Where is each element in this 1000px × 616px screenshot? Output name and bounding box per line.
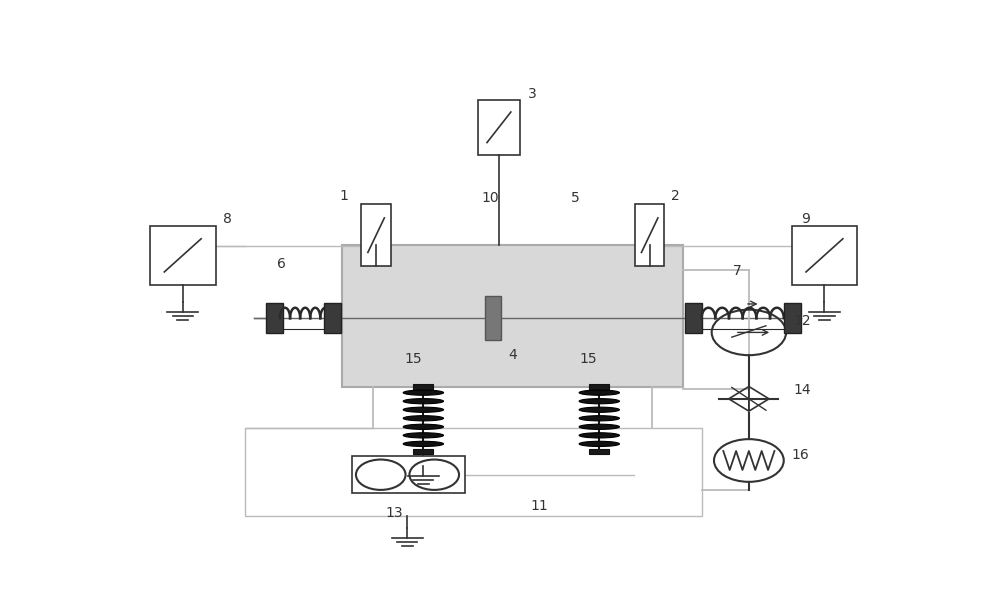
Ellipse shape: [403, 416, 444, 421]
Bar: [784, 303, 801, 333]
Text: 8: 8: [223, 213, 232, 226]
Text: 16: 16: [792, 448, 809, 462]
Bar: [245, 428, 702, 516]
Ellipse shape: [403, 407, 444, 412]
Bar: [342, 245, 683, 387]
Bar: [589, 384, 609, 391]
Text: 3: 3: [528, 87, 537, 100]
Text: 9: 9: [802, 213, 810, 226]
Text: 7: 7: [733, 264, 742, 278]
Bar: [589, 448, 609, 455]
Bar: [324, 303, 341, 333]
Ellipse shape: [579, 433, 619, 438]
Text: 6: 6: [277, 257, 286, 272]
Bar: [361, 205, 391, 266]
Ellipse shape: [579, 407, 619, 412]
Ellipse shape: [403, 399, 444, 404]
Bar: [792, 225, 857, 285]
Ellipse shape: [579, 416, 619, 421]
Text: 10: 10: [482, 191, 499, 205]
Text: 15: 15: [580, 352, 598, 367]
Text: 4: 4: [509, 347, 517, 362]
Ellipse shape: [579, 424, 619, 429]
Text: 5: 5: [571, 191, 579, 205]
Bar: [478, 100, 520, 155]
Ellipse shape: [579, 390, 619, 395]
Ellipse shape: [579, 399, 619, 404]
Bar: [352, 456, 465, 493]
Ellipse shape: [403, 390, 444, 395]
Text: 13: 13: [386, 506, 404, 521]
Bar: [150, 225, 216, 285]
Text: 15: 15: [404, 352, 422, 367]
Bar: [413, 448, 433, 455]
Bar: [413, 384, 433, 391]
Text: 1: 1: [340, 188, 349, 203]
Bar: [635, 205, 664, 266]
Text: 2: 2: [671, 188, 679, 203]
Text: 14: 14: [793, 383, 811, 397]
Bar: [685, 303, 702, 333]
Ellipse shape: [579, 441, 619, 447]
Ellipse shape: [403, 433, 444, 438]
Text: 12: 12: [793, 314, 811, 328]
Ellipse shape: [403, 424, 444, 429]
Bar: [266, 303, 283, 333]
Bar: [485, 296, 501, 341]
Ellipse shape: [403, 441, 444, 447]
Text: 11: 11: [531, 500, 548, 513]
